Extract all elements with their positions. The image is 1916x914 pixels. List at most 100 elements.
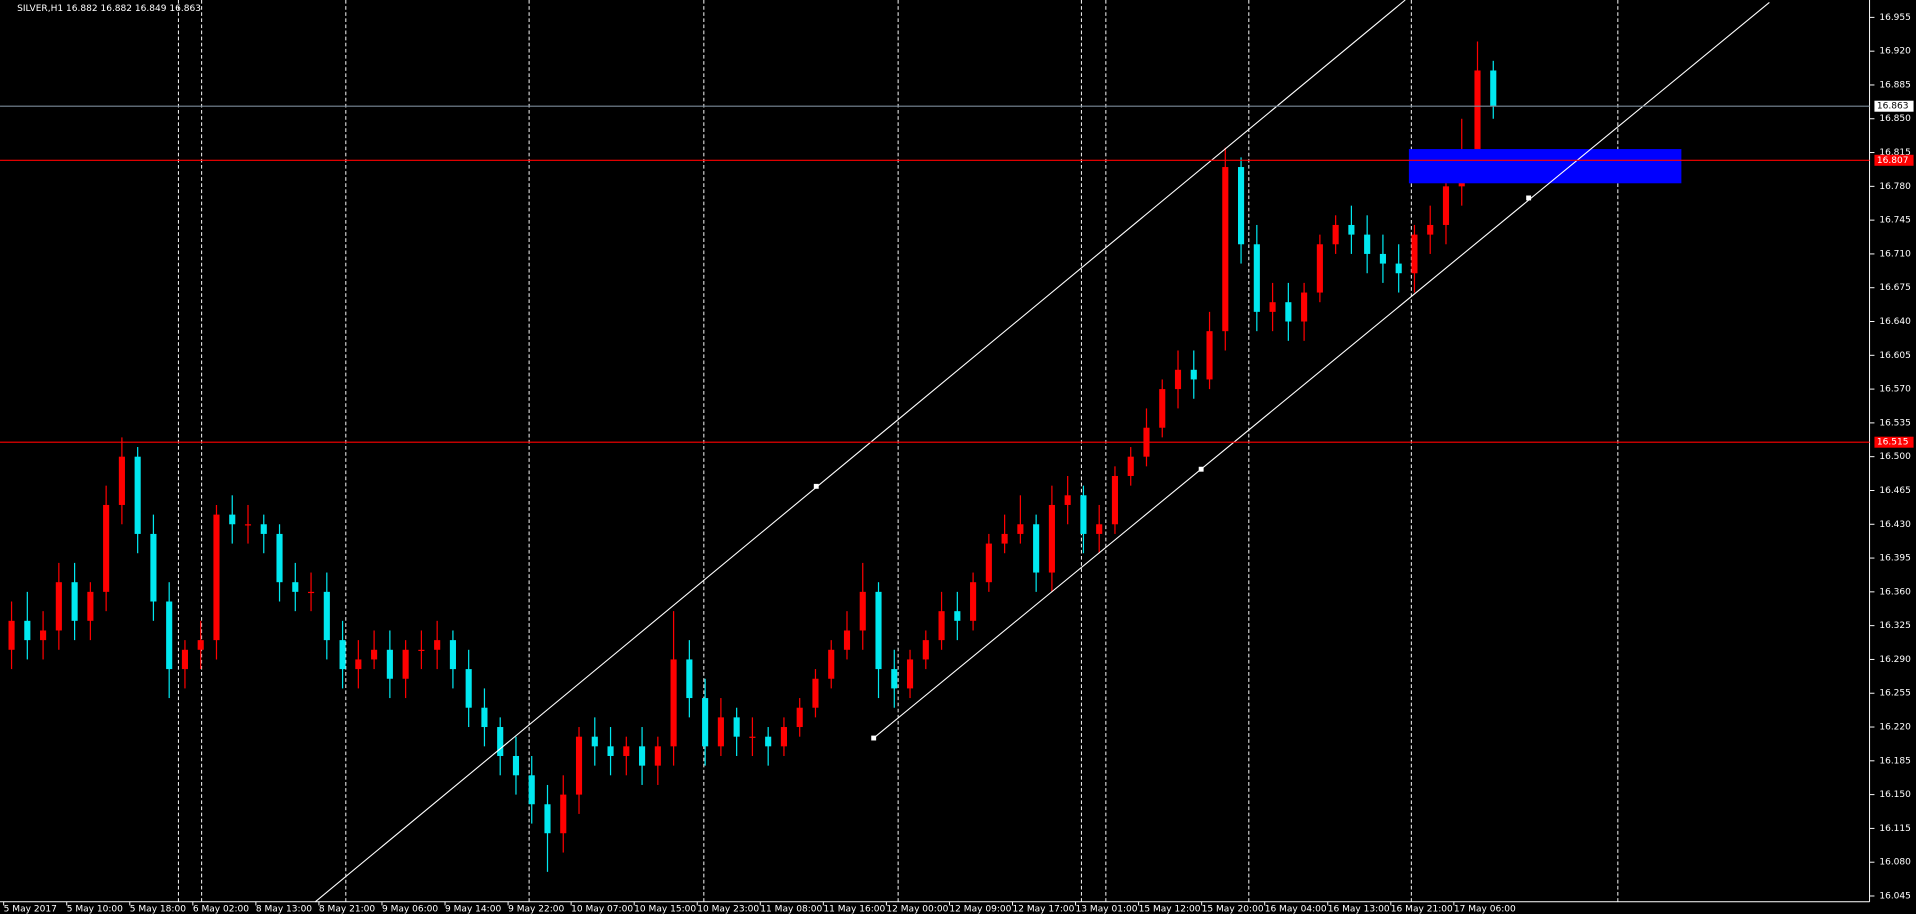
candle-body	[922, 640, 929, 660]
x-tick-label: 11 May 16:00	[823, 905, 885, 914]
candle-body	[1096, 524, 1103, 534]
candle-body	[780, 727, 787, 747]
candle-body	[371, 649, 378, 660]
candle-body	[1001, 533, 1008, 544]
y-tick-label: 16.150	[1879, 790, 1911, 800]
candle-body	[418, 649, 425, 652]
y-tick-label: 16.710	[1879, 249, 1911, 259]
candle-body	[1080, 495, 1087, 534]
plot	[8, 41, 1497, 872]
x-tick-label: 17 May 06:00	[1454, 905, 1516, 914]
candle-body	[40, 630, 47, 641]
candle-body	[796, 707, 803, 728]
candle-body	[1048, 504, 1055, 573]
candle-body	[812, 678, 819, 708]
candle-body	[213, 514, 220, 641]
y-tick-label: 16.465	[1879, 486, 1911, 496]
candle-body	[607, 746, 614, 756]
channel-upper	[314, 0, 1406, 903]
candle-body	[402, 649, 409, 679]
y-tick-label: 16.325	[1879, 621, 1911, 631]
candle-body	[134, 456, 141, 534]
candle-body	[1316, 244, 1323, 293]
price-label: 16.515	[1877, 438, 1909, 448]
candle-body	[717, 717, 724, 747]
y-tick-label: 16.360	[1879, 587, 1911, 597]
y-tick-label: 16.885	[1879, 80, 1911, 90]
candle-body	[323, 591, 330, 641]
candle-body	[386, 649, 393, 679]
handle	[1526, 195, 1532, 201]
candle-body	[229, 514, 236, 525]
candle-body	[670, 659, 677, 747]
y-tick-label: 16.045	[1879, 891, 1911, 901]
candle-body	[749, 736, 756, 738]
channel-lower	[873, 2, 1770, 739]
price-label: 16.863	[1877, 102, 1909, 112]
candle-body	[938, 611, 945, 641]
y-tick-label: 16.220	[1879, 723, 1911, 733]
y-tick-label: 16.395	[1879, 554, 1911, 564]
zone-rectangle	[1408, 149, 1682, 184]
y-tick-label: 16.535	[1879, 418, 1911, 428]
x-tick-label: 9 May 14:00	[445, 905, 501, 914]
y-tick-label: 16.570	[1879, 385, 1911, 395]
x-tick-label: 9 May 22:00	[508, 905, 564, 914]
y-tick-label: 16.605	[1879, 351, 1911, 361]
x-tick-label: 16 May 04:00	[1265, 905, 1327, 914]
candle-body	[339, 640, 346, 670]
candle-body	[1159, 389, 1166, 428]
candle-body	[859, 591, 866, 631]
x-tick-label: 5 May 18:00	[130, 905, 186, 914]
candle-body	[639, 746, 646, 766]
x-tick-label: 15 May 20:00	[1202, 905, 1264, 914]
candle-body	[765, 736, 772, 747]
candle-body	[512, 755, 520, 776]
candle-body	[1474, 70, 1481, 158]
candle-body	[591, 736, 598, 747]
candle-body	[449, 640, 456, 670]
candle-body	[71, 582, 78, 621]
y-tick-label: 16.850	[1879, 114, 1911, 124]
candle-body	[891, 669, 898, 689]
candle-body	[181, 649, 189, 670]
candle-body	[954, 611, 961, 621]
y-tick-label: 16.920	[1879, 47, 1911, 57]
price-label: 16.807	[1877, 156, 1909, 166]
y-tick-label: 16.815	[1879, 148, 1911, 158]
x-tick-label: 5 May 10:00	[67, 905, 123, 914]
candle-body	[528, 775, 535, 805]
x-tick-label: 9 May 06:00	[382, 905, 438, 914]
x-tick-label: 16 May 21:00	[1391, 905, 1453, 914]
candle-body	[497, 727, 504, 756]
candle-body	[702, 698, 709, 747]
candle-body	[828, 649, 835, 679]
drawings	[314, 0, 1770, 903]
candle-body	[307, 591, 315, 594]
y-tick-label: 16.500	[1879, 452, 1911, 462]
x-tick-label: 12 May 00:00	[886, 905, 948, 914]
candle-body	[686, 659, 693, 699]
x-tick-label: 5 May 2017	[4, 905, 57, 914]
candle-body	[623, 746, 630, 756]
candle-body	[544, 804, 551, 834]
x-tick-label: 15 May 12:00	[1139, 905, 1201, 914]
candle-body	[150, 533, 157, 602]
candle-body	[1379, 253, 1386, 264]
candle-body	[465, 669, 472, 708]
candle-body	[843, 630, 851, 650]
x-tick-label: 6 May 02:00	[193, 905, 249, 914]
x-tick-label: 8 May 21:00	[319, 905, 375, 914]
candle-body	[1442, 186, 1450, 225]
candle-body	[1206, 331, 1213, 380]
candle-body	[103, 504, 110, 592]
y-tick-label: 16.430	[1879, 520, 1911, 530]
handle	[1198, 466, 1204, 472]
x-tick-label: 16 May 13:00	[1328, 905, 1390, 914]
candle-body	[481, 707, 488, 728]
candle-body	[560, 794, 567, 834]
candle-body	[1127, 456, 1134, 476]
candle-body	[875, 591, 882, 670]
x-tick-label: 8 May 13:00	[256, 905, 312, 914]
